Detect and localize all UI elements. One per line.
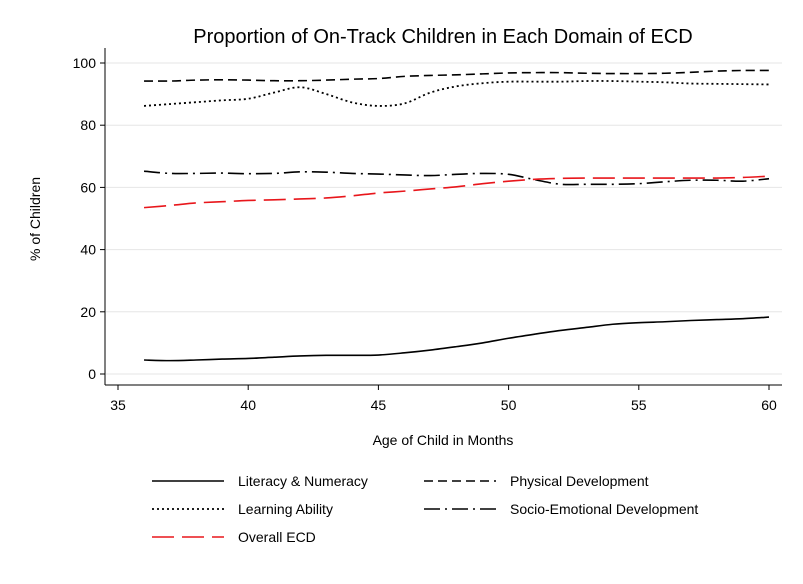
x-tick-label: 35 — [110, 397, 126, 413]
x-tick-label: 50 — [501, 397, 517, 413]
series-line-physical-development — [144, 69, 770, 82]
y-tick-label: 20 — [80, 304, 96, 320]
axes: 0 20 40 60 80 100 35 40 45 50 55 60 — [73, 48, 782, 413]
legend-item: Learning Ability — [152, 501, 333, 517]
x-axis-label: Age of Child in Months — [373, 432, 514, 448]
legend-label: Literacy & Numeracy — [238, 473, 368, 489]
legend-label: Overall ECD — [238, 529, 316, 545]
x-tick-label: 60 — [761, 397, 777, 413]
x-tick-label: 55 — [631, 397, 647, 413]
legend-label: Socio-Emotional Development — [510, 501, 698, 517]
series-line-learning-ability — [143, 80, 770, 107]
y-axis-label: % of Children — [27, 177, 43, 261]
series-line-socio-emotional-development — [143, 170, 770, 186]
legend-label: Learning Ability — [238, 501, 333, 517]
gridlines — [106, 62, 782, 375]
legend-item: Socio-Emotional Development — [424, 501, 698, 517]
y-tick-label: 100 — [73, 55, 97, 71]
legend-item: Literacy & Numeracy — [152, 473, 368, 489]
y-tick-label: 80 — [80, 117, 96, 133]
legend: Literacy & Numeracy Physical Development L… — [152, 473, 698, 545]
y-tick-label: 0 — [88, 366, 96, 382]
series-line-literacy-numeracy — [144, 316, 770, 362]
plot-series — [143, 69, 770, 362]
y-tick-label: 60 — [80, 179, 96, 195]
chart-title: Proportion of On-Track Children in Each … — [193, 26, 692, 48]
legend-item: Overall ECD — [152, 529, 316, 545]
legend-item: Physical Development — [424, 473, 649, 489]
y-tick-label: 40 — [80, 242, 96, 258]
x-tick-label: 40 — [240, 397, 256, 413]
x-tick-label: 45 — [371, 397, 387, 413]
legend-label: Physical Development — [510, 473, 649, 489]
series-line-overall-ecd — [143, 175, 770, 209]
